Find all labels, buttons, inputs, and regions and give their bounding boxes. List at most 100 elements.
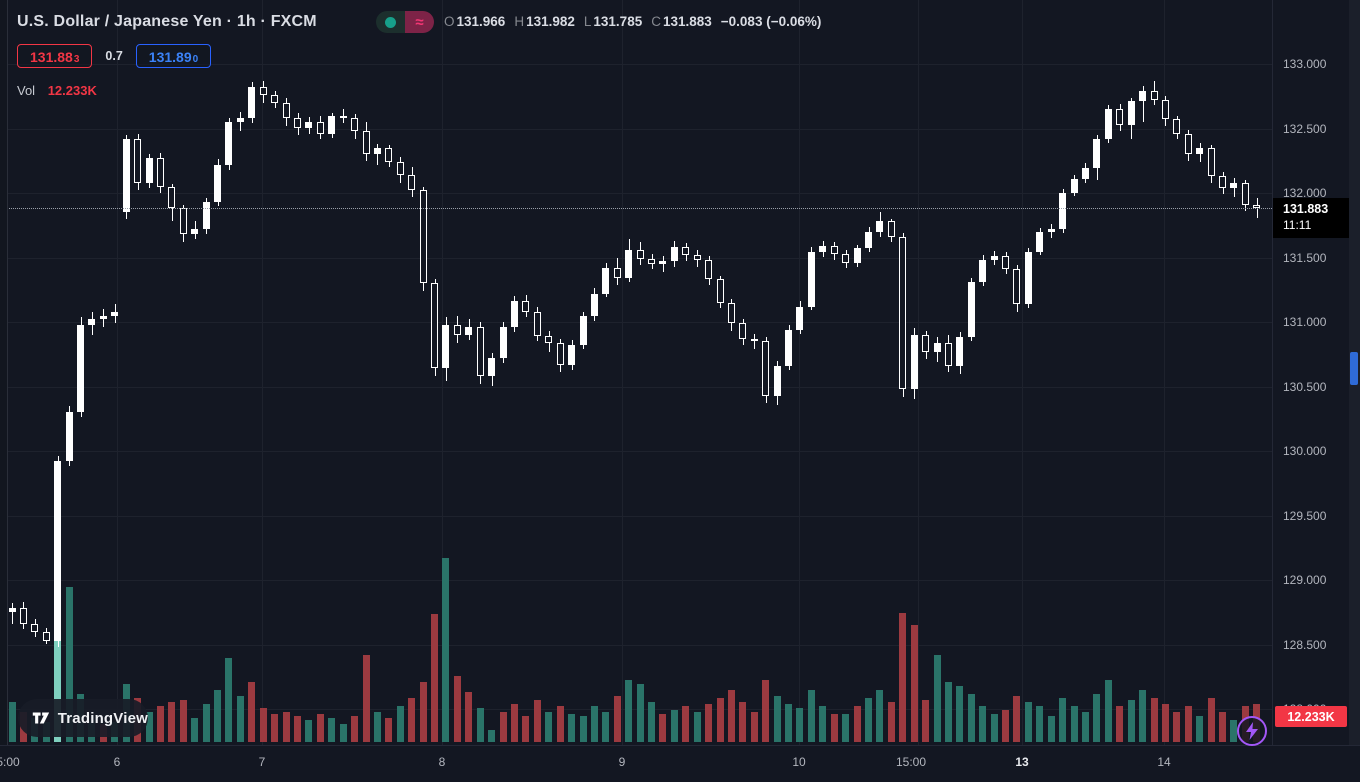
candle: [476, 327, 484, 377]
volume-bar: [682, 706, 690, 742]
time-axis[interactable]: 5:00 6 7 8 9 10 15:00 13 14: [0, 745, 1360, 782]
h-gridline: [0, 193, 1272, 194]
candle-wick: [1142, 85, 1144, 123]
volume-bar: [510, 704, 518, 742]
volume-bar: [1173, 712, 1181, 742]
candle: [956, 337, 964, 366]
ask-price: 131.89: [148, 49, 192, 65]
price-axis-label: 128.500: [1283, 637, 1327, 652]
volume-bar: [602, 712, 610, 742]
volume-bar: [362, 655, 370, 742]
volume-bar: [933, 655, 941, 742]
volume-bar: [1024, 702, 1032, 742]
h-gridline: [0, 257, 1272, 259]
candle: [225, 122, 233, 165]
volume-bar: [65, 587, 73, 742]
candle: [1024, 252, 1032, 304]
last-price-value: 131.883: [1283, 202, 1329, 216]
time-axis-label: 5:00: [0, 755, 20, 769]
last-price-tag: 131.883 11:11: [1273, 198, 1360, 238]
volume-bar: [294, 716, 301, 742]
candle: [42, 631, 50, 641]
volume-bar: [568, 714, 576, 742]
time-axis-label: 15:00: [895, 755, 927, 769]
price-axis-label: 133.000: [1283, 57, 1327, 71]
volume-bar: [922, 700, 930, 742]
candle: [88, 319, 96, 325]
volume-bar: [910, 625, 918, 742]
candle: [271, 94, 279, 103]
candle: [590, 293, 598, 316]
market-status-toggle[interactable]: ≈: [376, 11, 434, 33]
volume-bar: [796, 708, 804, 742]
tradingview-logo[interactable]: TradingView: [18, 699, 148, 737]
price-axis-label: 132.000: [1283, 186, 1327, 200]
candle: [865, 231, 872, 249]
volume-bar: [739, 702, 747, 742]
volume-bar: [762, 680, 770, 742]
candle: [773, 365, 781, 396]
chart-canvas[interactable]: [0, 0, 1272, 745]
time-axis-label: 8: [438, 755, 446, 769]
candle: [1104, 109, 1112, 139]
candle: [179, 208, 187, 235]
price-axis[interactable]: 133.000 132.500 132.000 131.500 131.000 130.5…: [1272, 0, 1360, 745]
candle: [259, 87, 267, 95]
v-gridline: [918, 0, 919, 745]
candle: [134, 138, 142, 183]
candle: [316, 122, 324, 134]
candle: [1139, 91, 1147, 102]
volume-bar: [248, 682, 256, 742]
candle: [156, 158, 164, 187]
volume-bar: [990, 714, 998, 742]
candle: [910, 334, 918, 390]
volume-bar: [225, 658, 233, 742]
volume-bar: [579, 716, 587, 742]
volume-bar: [476, 708, 484, 742]
candle: [545, 336, 553, 343]
candle: [1013, 269, 1021, 304]
v-gridline: [262, 0, 263, 745]
volume-bar: [1219, 712, 1227, 742]
buy-button[interactable]: 131.89 0: [135, 44, 212, 68]
candle: [65, 412, 73, 462]
candle: [1070, 178, 1078, 193]
volume-bar: [351, 716, 359, 742]
candle: [1230, 182, 1238, 188]
candle: [1093, 138, 1101, 169]
ask-price-sup: 0: [192, 54, 199, 65]
candle: [990, 256, 998, 261]
price-axis-label: 130.500: [1283, 379, 1327, 394]
h-gridline: [0, 580, 1272, 581]
volume-bar: [670, 710, 678, 742]
volume-bar: [876, 690, 884, 742]
tradingview-mark-icon: [32, 712, 50, 724]
volume-bar: [396, 706, 404, 742]
candle: [54, 461, 62, 641]
spread-value: 0.7: [105, 49, 123, 63]
candle: [944, 342, 952, 366]
scrollbar-track: [1349, 0, 1360, 745]
candle: [1219, 176, 1227, 188]
candle: [887, 221, 895, 237]
volume-bar: [1184, 706, 1192, 742]
volume-value: 12.233K: [47, 83, 97, 98]
instant-order-lightning-button[interactable]: [1237, 716, 1267, 746]
time-axis-label: 7: [258, 755, 266, 769]
scrollbar-thumb[interactable]: [1350, 352, 1358, 385]
volume-bar: [773, 696, 781, 742]
candle: [807, 252, 815, 307]
candle: [248, 87, 256, 119]
candle: [202, 202, 210, 230]
candle: [1081, 168, 1089, 179]
volume-legend[interactable]: Vol 12.233K: [17, 83, 97, 98]
sell-button[interactable]: 131.88 3: [17, 44, 93, 68]
volume-bar: [305, 720, 313, 742]
symbol-title[interactable]: U.S. Dollar / Japanese Yen · 1h · FXCM: [17, 13, 317, 30]
volume-bar: [499, 712, 507, 742]
candle: [465, 327, 473, 335]
volume-bar: [1127, 700, 1135, 742]
market-open-dot-icon: [376, 11, 405, 33]
volume-bar: [191, 718, 199, 742]
volume-bar: [1059, 698, 1067, 742]
